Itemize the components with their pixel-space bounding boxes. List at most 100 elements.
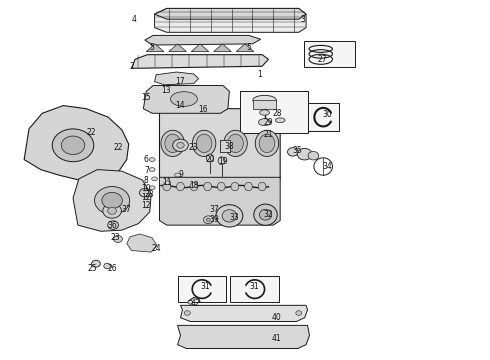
Ellipse shape	[296, 311, 302, 315]
Ellipse shape	[193, 130, 216, 157]
Ellipse shape	[149, 158, 155, 162]
Text: 19: 19	[218, 157, 228, 166]
Text: 31: 31	[249, 282, 259, 291]
Text: 37: 37	[122, 205, 132, 214]
Polygon shape	[144, 86, 229, 113]
Text: 23: 23	[111, 233, 121, 242]
Ellipse shape	[95, 186, 130, 214]
Ellipse shape	[218, 157, 225, 165]
Text: 3: 3	[300, 15, 305, 24]
Polygon shape	[147, 44, 164, 51]
Text: 42: 42	[190, 299, 200, 308]
Ellipse shape	[165, 181, 171, 185]
Polygon shape	[169, 44, 186, 51]
Ellipse shape	[228, 134, 244, 153]
Ellipse shape	[216, 205, 243, 227]
Ellipse shape	[224, 130, 247, 157]
Ellipse shape	[61, 136, 85, 154]
Text: 20: 20	[206, 155, 216, 164]
Ellipse shape	[188, 300, 193, 304]
Text: 31: 31	[200, 282, 210, 291]
Ellipse shape	[152, 177, 158, 181]
Text: 5: 5	[150, 43, 155, 52]
Text: 18: 18	[189, 181, 198, 190]
Text: 22: 22	[113, 143, 122, 152]
Bar	[308, 103, 339, 131]
Ellipse shape	[108, 221, 119, 229]
Bar	[240, 91, 308, 132]
Ellipse shape	[163, 182, 171, 191]
Ellipse shape	[92, 260, 100, 267]
Polygon shape	[155, 72, 198, 85]
Ellipse shape	[176, 182, 184, 191]
Ellipse shape	[259, 134, 275, 153]
Text: 14: 14	[176, 101, 185, 110]
Ellipse shape	[196, 134, 212, 153]
Ellipse shape	[165, 134, 180, 153]
Ellipse shape	[108, 207, 117, 214]
Ellipse shape	[149, 186, 155, 190]
Ellipse shape	[275, 118, 285, 122]
Ellipse shape	[171, 92, 197, 106]
Ellipse shape	[172, 139, 188, 152]
Ellipse shape	[206, 218, 210, 221]
Ellipse shape	[260, 110, 270, 115]
Ellipse shape	[177, 143, 184, 148]
Text: 34: 34	[322, 162, 332, 171]
Text: 28: 28	[272, 109, 282, 118]
Polygon shape	[155, 8, 306, 32]
Ellipse shape	[204, 182, 212, 191]
Bar	[304, 41, 355, 67]
Polygon shape	[127, 234, 157, 252]
Ellipse shape	[297, 148, 312, 160]
Text: 23: 23	[189, 143, 198, 152]
Text: 16: 16	[198, 105, 208, 114]
Ellipse shape	[102, 192, 122, 208]
Polygon shape	[145, 35, 261, 45]
Text: 6: 6	[144, 155, 149, 164]
Ellipse shape	[103, 203, 122, 218]
Text: 12: 12	[142, 201, 151, 210]
Ellipse shape	[258, 182, 266, 191]
Text: 39: 39	[210, 215, 220, 224]
Bar	[177, 276, 226, 302]
Text: 8: 8	[144, 176, 148, 185]
Bar	[230, 276, 279, 302]
Text: 29: 29	[264, 118, 273, 127]
Polygon shape	[220, 140, 230, 152]
Polygon shape	[214, 44, 231, 51]
Polygon shape	[73, 170, 151, 231]
Polygon shape	[132, 55, 269, 68]
Ellipse shape	[190, 182, 198, 191]
Text: 37: 37	[210, 205, 220, 214]
Text: 27: 27	[318, 55, 327, 64]
Polygon shape	[159, 109, 280, 184]
Ellipse shape	[253, 95, 276, 105]
Polygon shape	[177, 325, 310, 348]
Text: 21: 21	[264, 130, 273, 139]
Text: 40: 40	[272, 313, 282, 322]
Text: 24: 24	[151, 244, 161, 253]
Text: 38: 38	[224, 142, 234, 151]
Ellipse shape	[231, 182, 239, 191]
Text: 36: 36	[107, 221, 117, 230]
Ellipse shape	[140, 189, 150, 197]
Ellipse shape	[203, 216, 213, 224]
Text: 30: 30	[322, 110, 332, 119]
Ellipse shape	[258, 119, 270, 126]
Text: 13: 13	[161, 86, 171, 95]
Ellipse shape	[149, 168, 155, 171]
Ellipse shape	[206, 154, 213, 162]
Polygon shape	[155, 8, 306, 19]
Text: 15: 15	[142, 93, 151, 102]
Ellipse shape	[161, 130, 184, 157]
Text: 33: 33	[229, 213, 239, 222]
Polygon shape	[180, 305, 308, 321]
Ellipse shape	[114, 235, 122, 243]
Text: 26: 26	[107, 264, 117, 273]
Text: 9: 9	[178, 171, 183, 180]
Text: 1: 1	[257, 70, 262, 79]
Text: 22: 22	[86, 128, 96, 137]
Ellipse shape	[288, 148, 298, 156]
Polygon shape	[24, 105, 129, 180]
